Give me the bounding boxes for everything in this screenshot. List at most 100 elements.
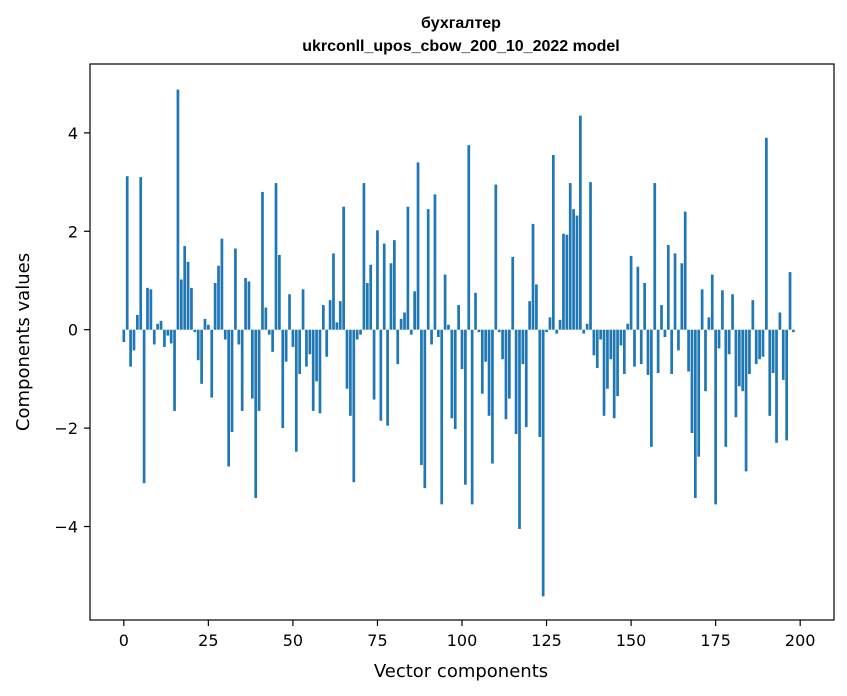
bar-120 [528, 301, 531, 330]
bar-4 [135, 314, 139, 330]
bar-187 [754, 329, 758, 365]
bar-54 [305, 329, 308, 367]
bar-50 [291, 329, 295, 347]
chart-title: бухгалтер [421, 15, 501, 32]
bar-128 [555, 329, 559, 334]
bar-121 [531, 223, 535, 330]
bar-89 [423, 329, 427, 489]
y-tick-label: −2 [54, 419, 78, 438]
bar-129 [558, 319, 562, 330]
bar-162 [670, 329, 674, 374]
bar-172 [704, 329, 707, 392]
bar-95 [443, 274, 447, 330]
bar-32 [230, 329, 234, 433]
bar-63 [335, 322, 339, 330]
bar-90 [426, 209, 430, 330]
bar-99 [457, 305, 460, 330]
bar-91 [430, 329, 433, 345]
bar-156 [650, 329, 653, 447]
bar-191 [768, 329, 772, 416]
bar-60 [325, 329, 329, 357]
bar-41 [261, 191, 264, 330]
bar-197 [788, 272, 792, 330]
bar-0 [122, 329, 126, 342]
bar-106 [480, 329, 484, 394]
bar-143 [606, 329, 609, 389]
bar-3 [132, 329, 136, 351]
bar-6 [142, 329, 146, 484]
bar-130 [562, 233, 565, 330]
bar-142 [602, 329, 606, 416]
bar-114 [507, 329, 511, 399]
bar-14 [169, 329, 173, 344]
bar-48 [284, 329, 288, 362]
bar-183 [741, 329, 745, 392]
bar-155 [646, 329, 650, 375]
bar-26 [210, 329, 214, 398]
bar-64 [338, 301, 342, 330]
bar-146 [616, 329, 619, 397]
bar-52 [298, 329, 302, 374]
bar-105 [477, 329, 481, 333]
bar-150 [629, 255, 633, 330]
bar-46 [278, 254, 281, 330]
bar-123 [538, 329, 542, 437]
bar-109 [491, 329, 494, 464]
bar-126 [548, 317, 552, 330]
bar-40 [257, 329, 261, 411]
bar-110 [494, 184, 498, 330]
bar-157 [653, 183, 657, 330]
bar-136 [582, 329, 586, 334]
bar-124 [541, 329, 545, 597]
bar-82 [399, 318, 403, 330]
y-axis-ticks: −4 −2 0 2 4 [54, 124, 90, 537]
bar-125 [545, 329, 548, 333]
bar-134 [575, 215, 579, 330]
bar-21 [193, 329, 197, 333]
bar-5 [139, 177, 143, 330]
bar-61 [328, 300, 332, 330]
bar-107 [484, 329, 488, 362]
bar-45 [274, 183, 278, 330]
bar-188 [758, 329, 761, 360]
bar-87 [416, 162, 420, 330]
bar-38 [250, 329, 254, 399]
bar-53 [301, 289, 305, 330]
bar-31 [227, 329, 231, 467]
bar-77 [382, 243, 386, 330]
bar-78 [386, 329, 389, 426]
bar-28 [217, 265, 220, 330]
bar-24 [203, 318, 207, 330]
bar-36 [244, 278, 247, 330]
bar-71 [362, 183, 366, 330]
bar-131 [565, 234, 569, 330]
bar-2 [129, 329, 132, 367]
bar-112 [501, 329, 504, 360]
bar-68 [352, 329, 356, 483]
bar-159 [660, 305, 663, 330]
bar-179 [727, 329, 731, 355]
bar-101 [464, 329, 467, 485]
y-axis-label: Components values [13, 253, 34, 431]
bar-49 [288, 294, 291, 330]
bar-180 [731, 294, 734, 330]
bar-81 [396, 329, 400, 365]
bar-42 [264, 307, 268, 330]
x-tick-label: 100 [447, 631, 478, 650]
bar-111 [497, 329, 501, 333]
bar-178 [724, 329, 728, 447]
bar-59 [321, 305, 325, 330]
bar-19 [186, 261, 190, 330]
bar-194 [778, 312, 782, 330]
bar-98 [453, 329, 457, 430]
bar-16 [176, 89, 180, 330]
x-tick-label: 0 [119, 631, 129, 650]
bar-158 [656, 329, 660, 373]
x-axis-ticks: 0 25 50 75 100 125 150 175 200 [119, 620, 815, 650]
chart-subtitle: ukrconll_upos_cbow_200_10_2022 model [302, 38, 619, 55]
bar-97 [450, 329, 454, 419]
bar-70 [359, 329, 362, 335]
bar-series [122, 89, 795, 597]
bar-43 [267, 329, 271, 335]
bar-96 [447, 324, 450, 330]
